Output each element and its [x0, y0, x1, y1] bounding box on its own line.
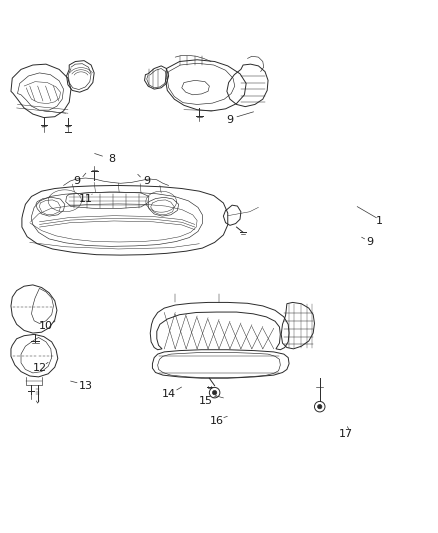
Text: 10: 10 [39, 321, 53, 330]
Text: 14: 14 [162, 389, 176, 399]
Text: 9: 9 [73, 176, 80, 186]
Text: 1: 1 [375, 215, 382, 225]
Circle shape [212, 391, 217, 395]
Text: 16: 16 [210, 416, 224, 426]
Text: 8: 8 [108, 154, 115, 164]
Text: 15: 15 [199, 397, 213, 406]
Circle shape [318, 405, 322, 409]
Text: 13: 13 [78, 381, 92, 391]
Text: 17: 17 [339, 429, 353, 439]
Text: 11: 11 [78, 193, 92, 204]
Text: 9: 9 [226, 115, 233, 125]
Text: 9: 9 [143, 176, 150, 186]
Text: 12: 12 [32, 363, 46, 373]
Text: 9: 9 [367, 237, 374, 247]
